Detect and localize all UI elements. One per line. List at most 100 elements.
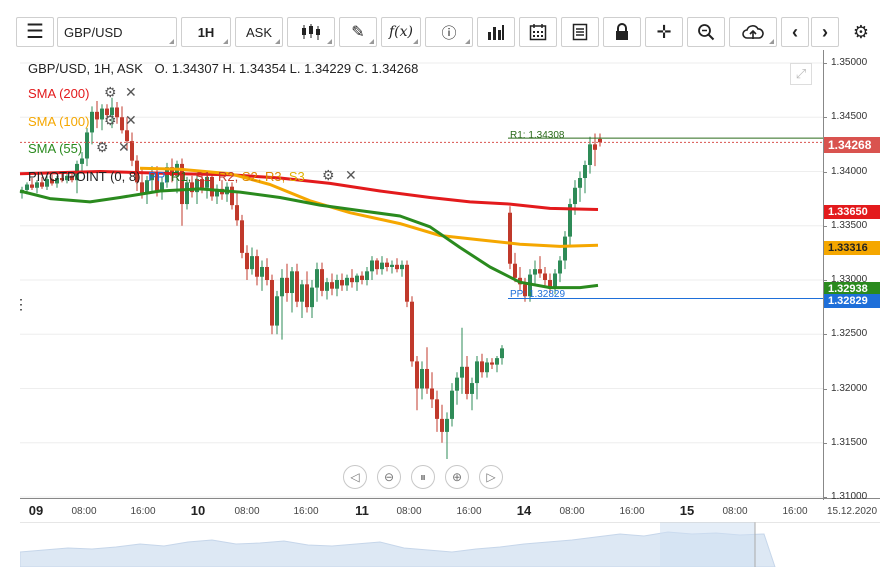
- legend-pivotpoint[interactable]: PIVOTPOINT (0, 8) PP, R1, S1, R2, S2, R3…: [28, 169, 305, 184]
- template-button[interactable]: [561, 17, 599, 47]
- sma100-settings-icon[interactable]: ⚙: [104, 112, 117, 128]
- legend-sma55[interactable]: SMA (55): [28, 141, 82, 156]
- reset-icon: ⏸: [419, 469, 426, 484]
- time-tick-label: 16:00: [293, 506, 319, 517]
- indicators-button[interactable]: f(x): [381, 17, 421, 47]
- candle-body: [568, 204, 572, 237]
- dropdown-corner-icon: [413, 39, 418, 44]
- legend-ohlc: O. 1.34307 H. 1.34354 L. 1.34229 C. 1.34…: [154, 61, 419, 76]
- scroll-back-button[interactable]: ‹: [781, 17, 809, 47]
- candle-body: [533, 269, 537, 275]
- candle-body: [115, 107, 119, 118]
- candlestick-icon: [302, 24, 320, 40]
- expand-icon: ⤢: [795, 66, 807, 81]
- zoom-out-button[interactable]: ⊖: [377, 465, 401, 489]
- candle-body: [65, 175, 69, 181]
- info-icon: ⓘ: [441, 24, 457, 42]
- candle-body: [170, 167, 174, 176]
- sma200-close-icon[interactable]: ✕: [125, 84, 137, 100]
- candle-body: [445, 418, 449, 432]
- navigator-strip[interactable]: [20, 522, 880, 567]
- pivot-s1-label: S1,: [194, 169, 215, 184]
- pivot-s3-label: S3: [288, 169, 305, 184]
- legend-sma100[interactable]: SMA (100): [28, 114, 89, 129]
- reset-view-button[interactable]: ⏸: [411, 465, 435, 489]
- candle-body: [80, 158, 84, 164]
- menu-button[interactable]: ☰: [16, 17, 54, 47]
- dropdown-corner-icon: [169, 39, 174, 44]
- candle-body: [55, 178, 59, 184]
- dropdown-corner-icon: [369, 39, 374, 44]
- candle-body: [270, 280, 274, 326]
- pivot-close-icon[interactable]: ✕: [345, 167, 357, 183]
- candle-body: [320, 269, 324, 291]
- candle-body: [360, 275, 364, 280]
- chart-type-button[interactable]: [287, 17, 335, 47]
- time-tick-label: 15.12.2020: [826, 506, 878, 517]
- volume-button[interactable]: [477, 17, 515, 47]
- crosshair-button[interactable]: ✛: [645, 17, 683, 47]
- last-price-tag: 1.34268: [824, 137, 880, 153]
- sma100-label: SMA (100): [28, 114, 90, 129]
- document-icon: [572, 23, 588, 41]
- pivot-r2-label: R2,: [217, 169, 239, 184]
- price-tick-label: 1.31500: [831, 436, 868, 448]
- candle-body: [25, 184, 29, 190]
- calendar-button[interactable]: [519, 17, 557, 47]
- zoom-button[interactable]: [687, 17, 725, 47]
- zoom-in-button[interactable]: ⊕: [445, 465, 469, 489]
- price-chart[interactable]: [0, 50, 887, 498]
- cloud-upload-icon: [742, 25, 764, 39]
- candle-body: [405, 264, 409, 302]
- candle-body: [553, 273, 557, 289]
- candle-body: [310, 287, 314, 308]
- zoom-in-icon: ⊕: [451, 470, 463, 484]
- sma55-settings-icon[interactable]: ⚙: [96, 139, 109, 155]
- maximize-button[interactable]: ⤢: [790, 63, 812, 85]
- price-tick-mark: [823, 334, 827, 336]
- pp-line-label: PP: 1.32829: [510, 289, 566, 300]
- candle-body: [230, 186, 234, 206]
- price-tick-mark: [823, 63, 827, 64]
- price-type-label: ASK: [245, 24, 272, 40]
- pivot-settings-icon[interactable]: ⚙: [322, 167, 335, 183]
- candle-body: [598, 138, 602, 143]
- price-type-selector[interactable]: ASK: [235, 17, 283, 47]
- sma55-close-icon[interactable]: ✕: [118, 139, 130, 155]
- candle-body: [285, 277, 289, 294]
- candle-body: [513, 263, 517, 278]
- candle-body: [440, 418, 444, 432]
- scroll-left-button[interactable]: ◁: [343, 465, 367, 489]
- lock-button[interactable]: [603, 17, 641, 47]
- gear-icon: ⚙: [852, 21, 870, 42]
- cloud-save-button[interactable]: [729, 17, 777, 47]
- candle-body: [523, 284, 527, 297]
- candle-body: [355, 275, 359, 283]
- candle-body: [120, 117, 124, 131]
- candle-body: [210, 176, 214, 197]
- candle-body: [485, 362, 489, 373]
- panel-resize-handle[interactable]: ⋮: [14, 296, 28, 312]
- scroll-forward-button[interactable]: ›: [811, 17, 839, 47]
- symbol-selector[interactable]: GBP/USD: [57, 17, 177, 47]
- candle-body: [583, 164, 587, 179]
- candle-body: [180, 163, 184, 205]
- scroll-right-button[interactable]: ▷: [479, 465, 503, 489]
- legend-sma200[interactable]: SMA (200): [28, 86, 89, 101]
- sma100-close-icon[interactable]: ✕: [125, 112, 137, 128]
- sma200-settings-icon[interactable]: ⚙: [104, 84, 117, 100]
- candle-body: [335, 280, 339, 289]
- dropdown-corner-icon: [223, 39, 228, 44]
- draw-tool-button[interactable]: ✎: [339, 17, 377, 47]
- moving-average-lines: [19, 166, 599, 290]
- info-button[interactable]: ⓘ: [425, 17, 473, 47]
- settings-button[interactable]: ⚙: [845, 17, 877, 47]
- candle-body: [425, 368, 429, 389]
- candle-body: [195, 179, 199, 193]
- dropdown-corner-icon: [275, 39, 280, 44]
- zoom-out-icon: ⊖: [383, 470, 395, 484]
- timeframe-selector[interactable]: 1H: [181, 17, 231, 47]
- candle-body: [455, 377, 459, 391]
- candle-body: [325, 282, 329, 291]
- sma200-price-tag: 1.32938: [824, 282, 880, 296]
